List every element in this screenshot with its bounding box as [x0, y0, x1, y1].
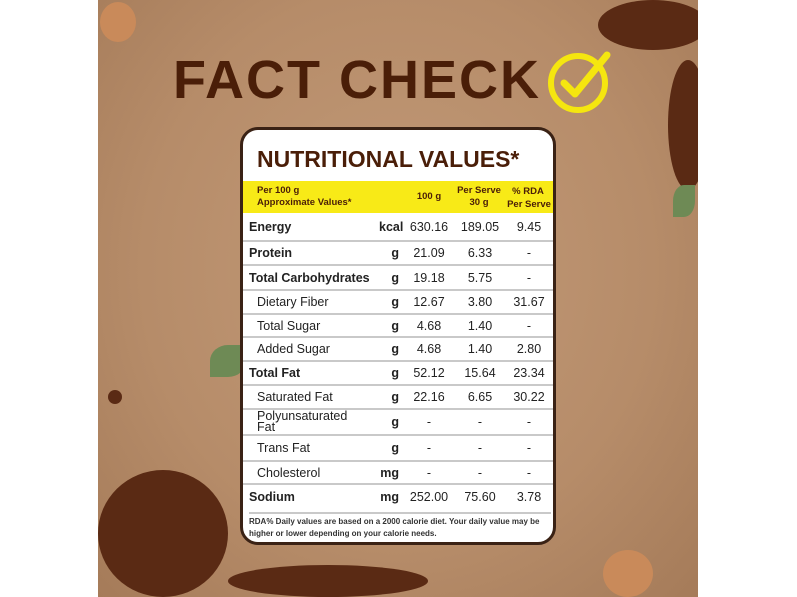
nutrition-card: NUTRITIONAL VALUES* Per 100 g Approximat… [240, 127, 556, 545]
value-per-100g: 630.16 [409, 219, 449, 234]
value-per-serve: - [477, 415, 483, 429]
value-per-serve: - [477, 465, 483, 480]
table-row: Polyunsaturated Fat g - - - [243, 408, 553, 434]
value-per-100g: 252.00 [409, 489, 449, 504]
value-per-100g: - [426, 415, 432, 429]
value-rda: - [526, 246, 532, 260]
value-per-100g: 4.68 [416, 342, 442, 356]
seed-decoration [673, 185, 695, 217]
value-per-100g: - [426, 465, 432, 480]
header-rda-per-serve: Per Serve [507, 199, 551, 210]
nutrient-name: Total Carbohydrates [249, 270, 370, 285]
almond-decoration [603, 550, 653, 597]
nutrient-unit: g [391, 441, 399, 455]
header-per100-label: Per 100 g [257, 185, 300, 196]
value-per-100g: 4.68 [416, 318, 442, 333]
header-approx-label: Approximate Values* [257, 197, 352, 208]
value-per-serve: 5.75 [467, 270, 493, 285]
nutrient-name: Total Sugar [257, 318, 321, 333]
nutrient-unit: kcal [379, 219, 404, 234]
footnote: RDA% Daily values are based on a 2000 ca… [249, 512, 551, 540]
value-per-100g: 52.12 [413, 366, 445, 380]
value-rda: 9.45 [516, 219, 542, 234]
value-rda: - [526, 318, 532, 333]
value-per-100g: 12.67 [413, 295, 445, 309]
nutrient-unit: mg [380, 489, 399, 504]
value-per-serve: 75.60 [464, 489, 496, 504]
nutrient-name: Sodium [249, 489, 295, 504]
header-100g: 100 g [416, 191, 442, 202]
nutrient-unit: g [391, 270, 399, 285]
almond-decoration [100, 2, 136, 42]
table-row: Trans Fat g - - - [243, 434, 553, 460]
value-per-100g: - [426, 441, 432, 455]
nutrient-unit: g [391, 246, 399, 260]
nutrient-name: Dietary Fiber [257, 295, 329, 309]
table-row: Cholesterol mg - - - [243, 460, 553, 483]
value-rda: - [526, 270, 532, 285]
value-rda: 2.80 [516, 342, 542, 356]
value-rda: 31.67 [513, 295, 545, 309]
value-per-100g: 21.09 [413, 246, 445, 260]
value-per-serve: 1.40 [467, 342, 493, 356]
nutrient-name: Cholesterol [257, 465, 321, 480]
value-per-serve: 1.40 [467, 318, 493, 333]
table-row: Energy kcal 630.16 189.05 9.45 [243, 213, 553, 240]
nutrient-name: Saturated Fat [257, 390, 333, 404]
chocolate-splash [598, 0, 698, 50]
nutrient-name: Trans Fat [257, 441, 311, 455]
header-30g: 30 g [469, 197, 489, 208]
chocolate-splash [668, 60, 698, 190]
table-row: Sodium mg 252.00 75.60 3.78 [243, 483, 553, 508]
chocolate-drop [108, 390, 122, 404]
value-rda: - [526, 465, 532, 480]
value-per-serve: 189.05 [460, 219, 500, 234]
nutrient-unit: g [391, 342, 399, 356]
value-per-serve: 3.80 [467, 295, 493, 309]
chocolate-splash [228, 565, 428, 597]
nutrient-name: Energy [249, 219, 292, 234]
value-per-serve: 15.64 [464, 366, 496, 380]
card-title: NUTRITIONAL VALUES* [257, 146, 520, 172]
nutrient-name: Added Sugar [257, 342, 330, 356]
nutrient-name: Polyunsaturated Fat [257, 409, 348, 434]
nutrient-unit: g [391, 366, 399, 380]
check-circle-icon [548, 51, 611, 113]
value-per-serve: - [477, 441, 483, 455]
table-row: Total Carbohydrates g 19.18 5.75 - [243, 264, 553, 289]
nutrient-name: Protein [249, 246, 293, 260]
nutrient-unit: mg [380, 465, 399, 480]
header-rda: % RDA [512, 186, 544, 197]
table-header: Per 100 g Approximate Values* 100 g Per … [243, 181, 553, 213]
header-per-serve: Per Serve [457, 185, 501, 196]
headline: FACT CHECK [173, 50, 541, 110]
nutrient-unit: g [391, 390, 399, 404]
value-rda: - [526, 415, 532, 429]
nutrient-unit: g [391, 318, 399, 333]
chocolate-splash [98, 470, 228, 597]
value-rda: - [526, 441, 532, 455]
value-per-100g: 22.16 [413, 390, 445, 404]
table-row: Total Sugar g 4.68 1.40 - [243, 313, 553, 336]
table-row: Protein g 21.09 6.33 - [243, 240, 553, 264]
value-per-serve: 6.65 [467, 390, 493, 404]
nutrient-name: Total Fat [249, 366, 301, 380]
nutrient-unit: g [391, 295, 399, 309]
value-per-serve: 6.33 [467, 246, 493, 260]
table-row: Saturated Fat g 22.16 6.65 30.22 [243, 384, 553, 408]
value-per-100g: 19.18 [413, 270, 445, 285]
value-rda: 23.34 [513, 366, 545, 380]
table-row: Added Sugar g 4.68 1.40 2.80 [243, 336, 553, 360]
nutrient-unit: g [391, 415, 399, 429]
value-rda: 30.22 [513, 390, 545, 404]
table-row: Dietary Fiber g 12.67 3.80 31.67 [243, 289, 553, 313]
value-rda: 3.78 [516, 489, 542, 504]
table-row: Total Fat g 52.12 15.64 23.34 [243, 360, 553, 384]
